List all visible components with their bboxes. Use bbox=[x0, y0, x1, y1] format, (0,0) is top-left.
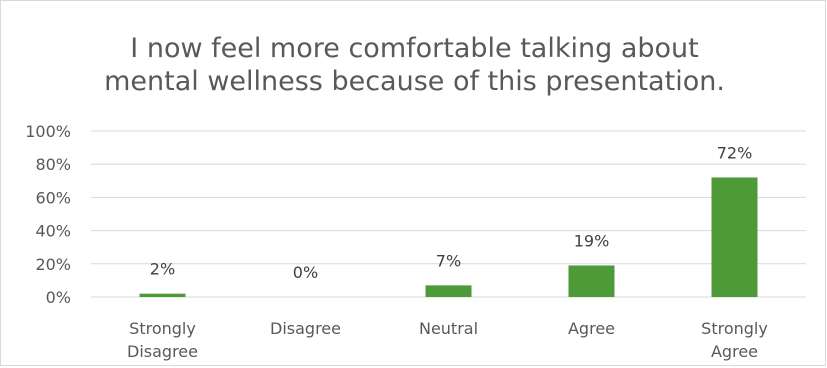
bar-1 bbox=[139, 293, 186, 297]
category-label: Disagree bbox=[270, 319, 341, 338]
y-tick-label: 0% bbox=[46, 288, 71, 307]
data-label: 19% bbox=[574, 231, 610, 250]
gridlines bbox=[91, 130, 806, 298]
category-label: Agree bbox=[568, 319, 615, 338]
bar-5 bbox=[711, 177, 758, 297]
y-tick-label: 60% bbox=[35, 188, 71, 207]
y-tick-label: 80% bbox=[35, 155, 71, 174]
data-label: 72% bbox=[717, 143, 753, 162]
category-label: Strongly Disagree bbox=[127, 319, 198, 361]
y-tick-label: 20% bbox=[35, 255, 71, 274]
y-tick-label: 40% bbox=[35, 222, 71, 241]
data-label: 2% bbox=[150, 260, 175, 279]
data-label: 7% bbox=[436, 251, 461, 270]
y-axis-ticks: 0% 20% 40% 60% 80% 100% bbox=[25, 122, 71, 307]
bar-4 bbox=[568, 265, 615, 297]
data-label: 0% bbox=[293, 263, 318, 282]
bars bbox=[139, 177, 758, 297]
category-label: Strongly Agree bbox=[701, 319, 768, 361]
bar-3 bbox=[425, 285, 472, 297]
category-label: Neutral bbox=[419, 319, 478, 338]
chart-title: I now feel more comfortable talking abou… bbox=[104, 33, 725, 97]
data-labels: 2% 0% 7% 19% 72% bbox=[150, 143, 752, 282]
y-tick-label: 100% bbox=[25, 122, 71, 141]
category-labels: Strongly Disagree Disagree Neutral Agree Stro… bbox=[127, 319, 768, 361]
